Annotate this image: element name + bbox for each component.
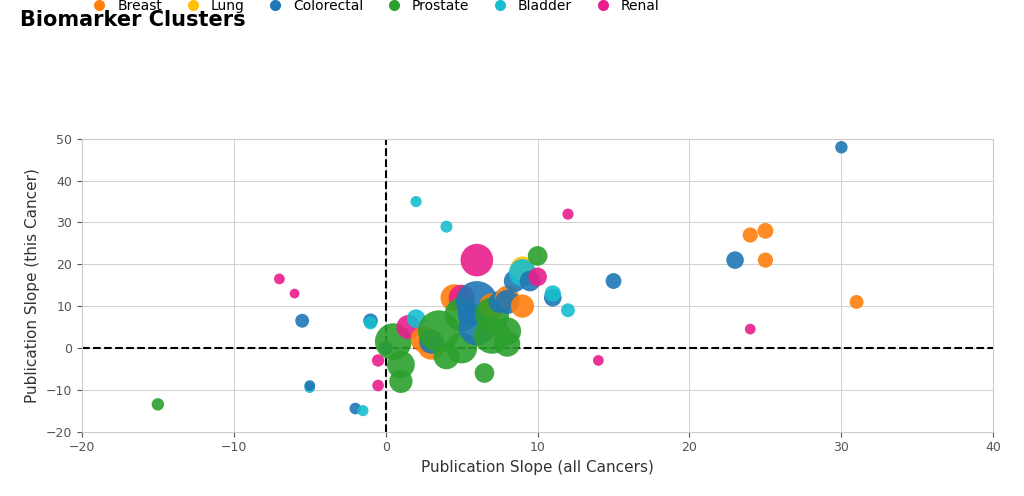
Point <box>476 369 493 377</box>
Point <box>301 381 317 389</box>
Point <box>438 223 455 231</box>
Point <box>499 298 515 306</box>
Point <box>347 405 364 413</box>
Point <box>294 317 310 325</box>
Point <box>354 407 371 415</box>
Point <box>560 210 577 218</box>
Point <box>445 294 462 302</box>
Point <box>408 197 424 205</box>
Point <box>378 344 394 352</box>
Point <box>416 336 432 344</box>
Point <box>438 352 455 360</box>
Point <box>483 331 500 339</box>
Point <box>605 277 622 285</box>
Point <box>492 298 508 306</box>
Point <box>423 338 439 346</box>
Point <box>834 143 850 151</box>
Point <box>514 264 530 272</box>
Point <box>362 317 379 325</box>
Point <box>727 256 743 264</box>
Point <box>514 302 530 310</box>
Point <box>385 338 401 346</box>
Point <box>400 323 417 331</box>
Point <box>742 231 759 239</box>
Legend: Breast, Lung, Colorectal, Prostate, Bladder, Renal: Breast, Lung, Colorectal, Prostate, Blad… <box>80 0 666 19</box>
Point <box>150 400 166 408</box>
Point <box>392 361 409 369</box>
Point <box>461 310 477 318</box>
Point <box>758 227 774 235</box>
Point <box>499 327 515 335</box>
Point <box>392 377 409 385</box>
Point <box>590 357 606 365</box>
Point <box>408 314 424 322</box>
Point <box>529 273 546 281</box>
Point <box>370 357 386 365</box>
Point <box>469 323 485 331</box>
Point <box>431 327 447 335</box>
Point <box>758 256 774 264</box>
Point <box>469 256 485 264</box>
Point <box>560 307 577 314</box>
Point <box>287 290 303 298</box>
Point <box>848 298 864 306</box>
X-axis label: Publication Slope (all Cancers): Publication Slope (all Cancers) <box>421 460 654 475</box>
Point <box>483 302 500 310</box>
Text: Biomarker Clusters: Biomarker Clusters <box>20 10 246 30</box>
Y-axis label: Publication Slope (this Cancer): Publication Slope (this Cancer) <box>26 168 40 403</box>
Point <box>499 294 515 302</box>
Point <box>423 342 439 350</box>
Point <box>454 310 470 318</box>
Point <box>507 277 523 285</box>
Point <box>545 290 561 298</box>
Point <box>301 384 317 392</box>
Point <box>469 298 485 306</box>
Point <box>454 294 470 302</box>
Point <box>362 319 379 327</box>
Point <box>522 277 539 285</box>
Point <box>529 252 546 260</box>
Point <box>499 340 515 348</box>
Point <box>742 325 759 333</box>
Point <box>271 275 288 283</box>
Point <box>514 269 530 277</box>
Point <box>545 294 561 302</box>
Point <box>370 381 386 389</box>
Point <box>454 344 470 352</box>
Point <box>483 310 500 318</box>
